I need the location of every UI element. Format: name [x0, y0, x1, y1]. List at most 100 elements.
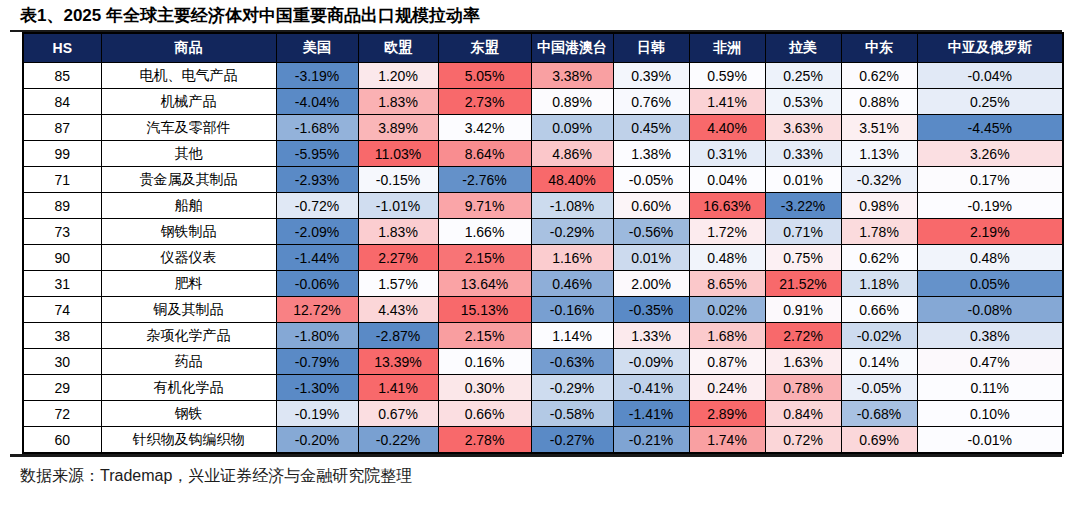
- value-cell: 5.05%: [438, 63, 531, 89]
- value-cell: 0.10%: [917, 401, 1063, 427]
- table-row: 31肥料-0.06%1.57%13.64%0.46%2.00%8.65%21.5…: [23, 271, 1063, 297]
- table-row: 89船舶-0.72%-1.01%9.71%-1.08%0.60%16.63%-3…: [23, 193, 1063, 219]
- column-header: 非洲: [689, 33, 765, 63]
- value-cell: 1.14%: [531, 323, 613, 349]
- value-cell: -0.04%: [917, 63, 1063, 89]
- value-cell: 0.01%: [765, 167, 841, 193]
- table-row: 73钢铁制品-2.09%1.83%1.66%-0.29%-0.56%1.72%0…: [23, 219, 1063, 245]
- table-row: 99其他-5.95%11.03%8.64%4.86%1.38%0.31%0.33…: [23, 141, 1063, 167]
- value-cell: 1.57%: [358, 271, 438, 297]
- value-cell: 1.38%: [613, 141, 689, 167]
- hs-code-cell: 30: [23, 349, 101, 375]
- value-cell: 0.76%: [613, 89, 689, 115]
- value-cell: -0.05%: [841, 375, 917, 401]
- value-cell: -0.20%: [276, 427, 358, 454]
- commodity-cell: 贵金属及其制品: [101, 167, 276, 193]
- commodity-cell: 药品: [101, 349, 276, 375]
- value-cell: -0.79%: [276, 349, 358, 375]
- table-row: 84机械产品-4.04%1.83%2.73%0.89%0.76%1.41%0.5…: [23, 89, 1063, 115]
- commodity-cell: 杂项化学产品: [101, 323, 276, 349]
- hs-code-cell: 89: [23, 193, 101, 219]
- value-cell: 1.72%: [689, 219, 765, 245]
- value-cell: 3.51%: [841, 115, 917, 141]
- value-cell: 1.13%: [841, 141, 917, 167]
- value-cell: -1.30%: [276, 375, 358, 401]
- value-cell: 2.15%: [438, 323, 531, 349]
- value-cell: -0.21%: [613, 427, 689, 454]
- commodity-cell: 铜及其制品: [101, 297, 276, 323]
- value-cell: 0.91%: [765, 297, 841, 323]
- value-cell: 0.59%: [689, 63, 765, 89]
- hs-code-cell: 29: [23, 375, 101, 401]
- value-cell: -1.08%: [531, 193, 613, 219]
- value-cell: -0.41%: [613, 375, 689, 401]
- hs-code-cell: 73: [23, 219, 101, 245]
- value-cell: 2.72%: [765, 323, 841, 349]
- value-cell: 9.71%: [438, 193, 531, 219]
- hs-code-cell: 99: [23, 141, 101, 167]
- table-row: 71贵金属及其制品-2.93%-0.15%-2.76%48.40%-0.05%0…: [23, 167, 1063, 193]
- column-header: 中亚及俄罗斯: [917, 33, 1063, 63]
- value-cell: 1.83%: [358, 219, 438, 245]
- value-cell: 0.62%: [841, 245, 917, 271]
- value-cell: -2.87%: [358, 323, 438, 349]
- table-header: HS商品美国欧盟东盟中国港澳台日韩非洲拉美中东中亚及俄罗斯: [23, 33, 1063, 63]
- value-cell: 0.39%: [613, 63, 689, 89]
- value-cell: 0.53%: [765, 89, 841, 115]
- value-cell: 13.39%: [358, 349, 438, 375]
- commodity-cell: 针织物及钩编织物: [101, 427, 276, 454]
- value-cell: 0.30%: [438, 375, 531, 401]
- value-cell: 0.78%: [765, 375, 841, 401]
- commodity-cell: 电机、电气产品: [101, 63, 276, 89]
- value-cell: 48.40%: [531, 167, 613, 193]
- value-cell: -0.15%: [358, 167, 438, 193]
- column-header: 美国: [276, 33, 358, 63]
- header-row: HS商品美国欧盟东盟中国港澳台日韩非洲拉美中东中亚及俄罗斯: [23, 33, 1063, 63]
- value-cell: -1.44%: [276, 245, 358, 271]
- value-cell: 3.63%: [765, 115, 841, 141]
- value-cell: 0.98%: [841, 193, 917, 219]
- value-cell: -0.02%: [841, 323, 917, 349]
- value-cell: 1.41%: [689, 89, 765, 115]
- hs-code-cell: 71: [23, 167, 101, 193]
- value-cell: 3.89%: [358, 115, 438, 141]
- value-cell: 2.00%: [613, 271, 689, 297]
- value-cell: -0.29%: [531, 375, 613, 401]
- hs-code-cell: 85: [23, 63, 101, 89]
- value-cell: 0.11%: [917, 375, 1063, 401]
- value-cell: 0.48%: [689, 245, 765, 271]
- commodity-cell: 其他: [101, 141, 276, 167]
- table-row: 30药品-0.79%13.39%0.16%-0.63%-0.09%0.87%1.…: [23, 349, 1063, 375]
- table-row: 60针织物及钩编织物-0.20%-0.22%2.78%-0.27%-0.21%1…: [23, 427, 1063, 454]
- commodity-cell: 船舶: [101, 193, 276, 219]
- column-header: 中东: [841, 33, 917, 63]
- value-cell: -2.76%: [438, 167, 531, 193]
- value-cell: 3.42%: [438, 115, 531, 141]
- value-cell: -0.72%: [276, 193, 358, 219]
- value-cell: 0.38%: [917, 323, 1063, 349]
- value-cell: 0.01%: [613, 245, 689, 271]
- value-cell: 3.26%: [917, 141, 1063, 167]
- value-cell: 1.68%: [689, 323, 765, 349]
- value-cell: 0.24%: [689, 375, 765, 401]
- value-cell: -4.45%: [917, 115, 1063, 141]
- value-cell: 0.25%: [765, 63, 841, 89]
- value-cell: 15.13%: [438, 297, 531, 323]
- value-cell: -0.19%: [276, 401, 358, 427]
- column-header: 商品: [101, 33, 276, 63]
- value-cell: 0.71%: [765, 219, 841, 245]
- value-cell: 0.88%: [841, 89, 917, 115]
- value-cell: 0.67%: [358, 401, 438, 427]
- hs-code-cell: 38: [23, 323, 101, 349]
- column-header: 欧盟: [358, 33, 438, 63]
- value-cell: -0.35%: [613, 297, 689, 323]
- hs-code-cell: 74: [23, 297, 101, 323]
- value-cell: -0.58%: [531, 401, 613, 427]
- value-cell: 0.62%: [841, 63, 917, 89]
- value-cell: 1.16%: [531, 245, 613, 271]
- value-cell: -1.68%: [276, 115, 358, 141]
- commodity-cell: 有机化学品: [101, 375, 276, 401]
- value-cell: 8.64%: [438, 141, 531, 167]
- column-header: 拉美: [765, 33, 841, 63]
- value-cell: 1.63%: [765, 349, 841, 375]
